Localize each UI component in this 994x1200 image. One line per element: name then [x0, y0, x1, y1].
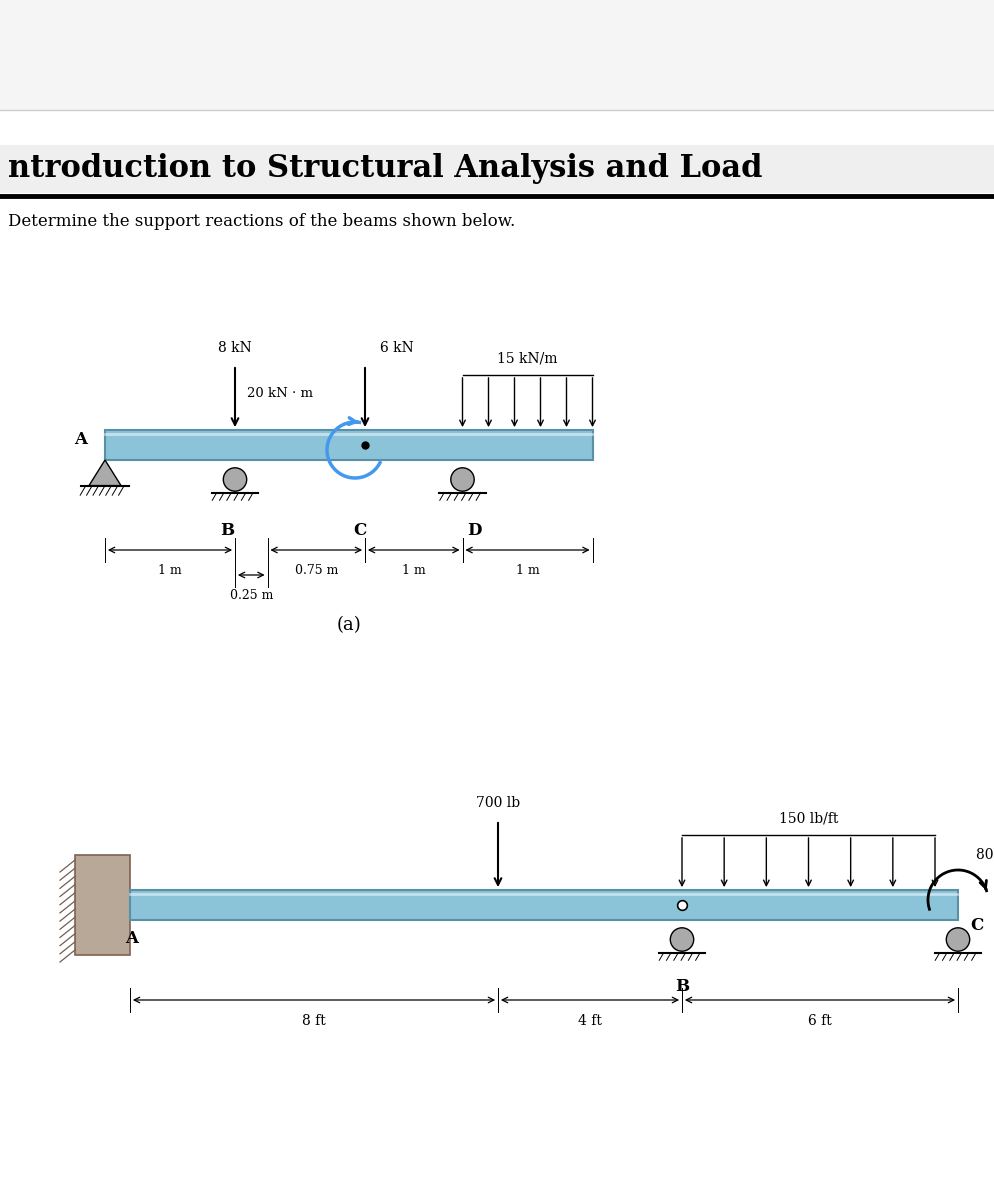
Circle shape — [670, 928, 694, 952]
Text: A: A — [125, 930, 138, 947]
Text: Determine the support reactions of the beams shown below.: Determine the support reactions of the b… — [8, 212, 515, 229]
Polygon shape — [89, 460, 121, 486]
Text: 0.75 m: 0.75 m — [294, 564, 338, 577]
Text: 700 lb: 700 lb — [476, 796, 520, 810]
Text: A: A — [74, 432, 87, 449]
FancyBboxPatch shape — [105, 430, 592, 460]
Text: ntroduction to Structural Analysis and Load: ntroduction to Structural Analysis and L… — [8, 154, 762, 185]
Text: 4 ft: 4 ft — [579, 1014, 602, 1028]
Text: 1 m: 1 m — [516, 564, 540, 577]
Text: 8 ft: 8 ft — [302, 1014, 326, 1028]
Text: 1 m: 1 m — [402, 564, 425, 577]
Text: 1 m: 1 m — [158, 564, 182, 577]
Text: (a): (a) — [336, 616, 361, 634]
Text: 6 ft: 6 ft — [808, 1014, 832, 1028]
FancyBboxPatch shape — [0, 0, 994, 110]
Text: 0.25 m: 0.25 m — [230, 589, 273, 602]
Circle shape — [224, 468, 247, 491]
FancyBboxPatch shape — [0, 110, 994, 1200]
Text: 20 kN · m: 20 kN · m — [247, 386, 313, 400]
FancyBboxPatch shape — [75, 854, 130, 955]
FancyBboxPatch shape — [130, 890, 958, 920]
Text: C: C — [970, 917, 983, 934]
Text: 800 lb · ft: 800 lb · ft — [976, 848, 994, 862]
Text: 6 kN: 6 kN — [380, 341, 414, 355]
Text: 150 lb/ft: 150 lb/ft — [779, 812, 838, 826]
Text: B: B — [675, 978, 689, 995]
Text: D: D — [467, 522, 482, 539]
Text: 8 kN: 8 kN — [218, 341, 251, 355]
Circle shape — [451, 468, 474, 491]
Circle shape — [946, 928, 970, 952]
Text: B: B — [220, 522, 234, 539]
Text: C: C — [354, 522, 367, 539]
Text: 15 kN/m: 15 kN/m — [497, 350, 558, 365]
FancyBboxPatch shape — [0, 145, 994, 193]
